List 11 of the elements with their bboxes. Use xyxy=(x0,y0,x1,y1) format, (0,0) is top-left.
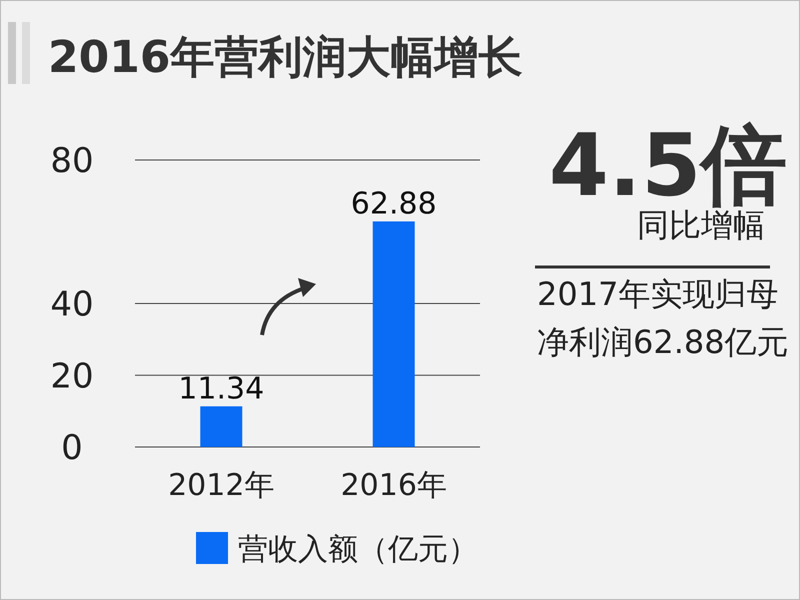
y-tick-label: 40 xyxy=(50,284,94,324)
y-tick-label: 0 xyxy=(61,428,83,468)
text: 2017年实现归母净利润62.88亿元 xyxy=(537,275,789,361)
x-tick-label: 2016年 xyxy=(340,468,447,503)
y-tick-label: 80 xyxy=(50,141,94,181)
chart-title: 2016年营利润大幅增长 xyxy=(48,32,522,83)
legend-label: 营收入额（亿元） xyxy=(238,532,478,567)
y-tick-label: 20 xyxy=(50,356,94,396)
data-label: 11.34 xyxy=(178,371,264,406)
data-label: 62.88 xyxy=(350,186,437,222)
x-tick-label: 2012年 xyxy=(168,468,274,503)
